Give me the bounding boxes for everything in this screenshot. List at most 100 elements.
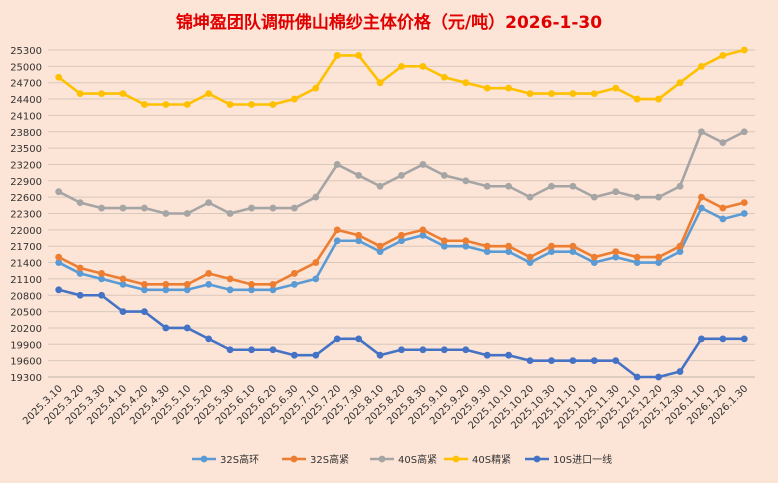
- data-point: [269, 204, 277, 212]
- data-point: [483, 248, 491, 256]
- data-point: [162, 210, 170, 217]
- data-point: [376, 242, 384, 250]
- legend-item[interactable]: 40S精紧: [444, 453, 511, 466]
- data-point: [590, 259, 598, 266]
- data-point: [312, 351, 320, 359]
- data-point: [248, 286, 255, 294]
- data-point: [698, 204, 705, 212]
- data-point: [633, 193, 641, 201]
- y-tick-label: 25000: [10, 62, 42, 73]
- data-point: [226, 346, 234, 354]
- data-point: [698, 62, 705, 70]
- data-point: [312, 84, 320, 92]
- data-point: [676, 79, 684, 87]
- data-point: [290, 95, 298, 103]
- data-point: [655, 193, 662, 201]
- data-point: [719, 335, 727, 343]
- data-point: [633, 259, 641, 266]
- data-point: [698, 128, 705, 136]
- data-point: [141, 204, 148, 212]
- data-point: [333, 161, 341, 168]
- y-tick-label: 22000: [10, 226, 42, 237]
- data-point: [505, 84, 513, 92]
- data-point: [676, 368, 684, 375]
- data-point: [740, 210, 748, 217]
- data-point: [248, 280, 255, 288]
- legend-item[interactable]: 40S高紧: [370, 453, 437, 466]
- data-point: [526, 193, 534, 201]
- y-tick-label: 23200: [10, 160, 42, 171]
- legend-swatch-marker: [200, 455, 208, 463]
- data-point: [376, 248, 384, 256]
- legend-label: 40S精紧: [472, 453, 511, 466]
- legend-label: 40S高紧: [398, 453, 437, 466]
- y-tick-label: 20200: [10, 324, 42, 335]
- data-point: [719, 52, 727, 59]
- data-point: [740, 335, 748, 343]
- series-3: [55, 128, 748, 217]
- y-tick-label: 21100: [10, 275, 42, 286]
- data-point: [376, 351, 384, 359]
- data-point: [376, 79, 384, 87]
- data-point: [526, 259, 534, 266]
- legend-swatch-marker: [533, 455, 541, 463]
- legend[interactable]: 32S高环 32S高紧 40S高紧 40S精紧 10S进口一线: [192, 453, 612, 466]
- data-point: [355, 335, 363, 343]
- legend-label: 10S进口一线: [553, 453, 612, 466]
- legend-swatch-marker: [452, 455, 460, 463]
- y-tick-label: 23500: [10, 144, 42, 155]
- data-point: [183, 101, 191, 108]
- data-point: [719, 215, 727, 223]
- data-point: [226, 275, 234, 283]
- data-point: [719, 204, 727, 212]
- data-point: [633, 95, 641, 103]
- data-point: [312, 259, 320, 266]
- data-point: [248, 101, 255, 108]
- y-tick-label: 24400: [10, 95, 42, 106]
- data-point: [162, 101, 170, 108]
- y-tick-label: 23800: [10, 128, 42, 139]
- data-point: [698, 335, 705, 343]
- data-point: [505, 182, 513, 190]
- data-point: [55, 253, 63, 261]
- data-point: [248, 346, 255, 354]
- data-point: [76, 270, 84, 277]
- chart-title: 锦坤盈团队调研佛山棉纱主体价格（元/吨）2026-1-30: [176, 12, 602, 33]
- data-point: [205, 280, 213, 288]
- series-2: [55, 193, 748, 288]
- data-point: [676, 248, 684, 256]
- data-point: [98, 291, 105, 299]
- legend-swatch-marker: [378, 455, 386, 463]
- data-point: [183, 210, 191, 217]
- data-point: [505, 248, 513, 256]
- data-point: [205, 270, 213, 277]
- data-point: [719, 139, 727, 147]
- data-point: [205, 335, 213, 343]
- data-point: [98, 204, 105, 212]
- legend-item[interactable]: 10S进口一线: [525, 453, 612, 466]
- data-point: [98, 90, 105, 97]
- data-point: [312, 193, 320, 201]
- data-point: [162, 280, 170, 288]
- data-point: [590, 90, 598, 97]
- data-point: [76, 90, 84, 97]
- y-tick-label: 25300: [10, 46, 42, 57]
- data-point: [526, 253, 534, 261]
- legend-label: 32S高环: [220, 453, 259, 466]
- data-point: [141, 308, 148, 315]
- data-point: [290, 351, 298, 359]
- data-point: [333, 237, 341, 245]
- y-tick-label: 22900: [10, 177, 42, 188]
- data-point: [655, 253, 662, 261]
- data-point: [226, 101, 234, 108]
- data-point: [612, 248, 620, 256]
- data-point: [76, 291, 84, 299]
- data-point: [483, 242, 491, 250]
- data-point: [398, 237, 405, 245]
- y-tick-label: 24700: [10, 79, 42, 90]
- legend-item[interactable]: 32S高环: [192, 453, 259, 466]
- legend-item[interactable]: 32S高紧: [282, 453, 349, 466]
- data-point: [333, 52, 341, 59]
